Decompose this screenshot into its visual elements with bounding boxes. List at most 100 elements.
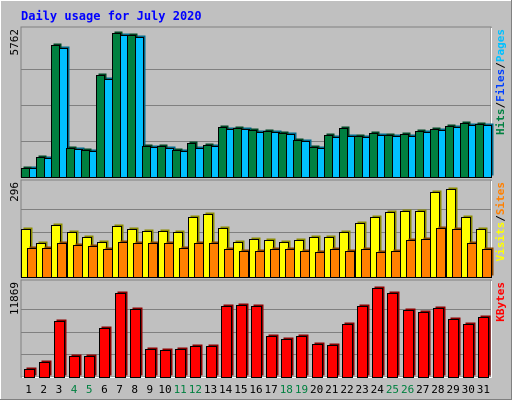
bar-kbytes-25 [387, 293, 398, 378]
bar-sites-4 [73, 245, 83, 278]
bar-hits-29 [445, 126, 454, 178]
bar-hits-22 [339, 128, 348, 178]
y-max-label: 5762 [8, 29, 21, 56]
legend-sites: Sites [494, 182, 507, 215]
bar-kbytes-19 [296, 336, 307, 378]
bar-hits-30 [460, 123, 469, 178]
bar-sites-24 [376, 252, 386, 278]
bar-hits-31 [475, 124, 484, 178]
bar-hits-16 [248, 130, 257, 178]
bar-kbytes-26 [403, 310, 414, 378]
bar-sites-16 [255, 251, 265, 278]
x-tick-label: 28 [431, 383, 444, 396]
bar-visits-24 [370, 217, 380, 278]
x-axis: 1 2 3 4 5 6 7 8 9 10 11 12 13 14 15 16 17 18 19 20 21 22 23 24 2… [25, 383, 490, 396]
panel-kbytes: 11869 KBytes [8, 279, 507, 378]
bar-kbytes-5 [84, 356, 95, 378]
x-tick-label: 18 [280, 383, 293, 396]
bar-sites-8 [133, 243, 143, 278]
chart-panels: 5762Hits/Files/Pages296Visits/Sites11869… [8, 26, 507, 396]
chart-title: Daily usage for July 2020 [21, 9, 202, 23]
x-tick-label: 7 [116, 383, 123, 396]
x-tick-label: 29 [446, 383, 459, 396]
bar-sites-12 [194, 243, 204, 278]
x-tick-label: 13 [204, 383, 217, 396]
x-tick-label: 10 [158, 383, 171, 396]
bar-hits-20 [309, 147, 318, 178]
bar-sites-19 [300, 251, 310, 278]
bar-pages-6 [104, 79, 113, 178]
bar-sites-23 [361, 249, 371, 278]
legend-separator: / [494, 102, 507, 109]
bar-sites-20 [315, 252, 325, 278]
x-tick-label: 22 [340, 383, 353, 396]
bar-hits-4 [66, 148, 75, 178]
bar-kbytes-2 [39, 362, 50, 378]
x-tick-label: 8 [131, 383, 138, 396]
bar-hits-14 [218, 127, 227, 178]
bar-hits-21 [324, 135, 333, 178]
bar-sites-10 [164, 243, 174, 278]
bar-hits-18 [278, 133, 287, 178]
bar-hits-7 [112, 33, 121, 178]
bar-hits-24 [369, 133, 378, 178]
x-tick-label: 17 [265, 383, 278, 396]
bar-kbytes-16 [251, 306, 262, 378]
bar-sites-21 [330, 249, 340, 278]
bar-kbytes-20 [312, 344, 323, 378]
bar-hits-9 [142, 146, 151, 178]
bar-hits-2 [36, 157, 45, 178]
bar-kbytes-27 [418, 312, 429, 378]
bar-sites-30 [467, 243, 477, 278]
bar-kbytes-21 [327, 345, 338, 378]
bar-kbytes-31 [478, 317, 489, 378]
bar-hits-12 [187, 143, 196, 178]
x-tick-label: 16 [249, 383, 262, 396]
bar-kbytes-7 [115, 293, 126, 378]
bar-sites-6 [103, 249, 113, 278]
bar-sites-9 [148, 243, 158, 278]
bar-pages-25 [392, 136, 401, 178]
bar-visits-25 [385, 212, 395, 278]
bar-kbytes-24 [372, 288, 383, 378]
bar-sites-22 [345, 251, 355, 278]
bar-sites-25 [391, 251, 401, 278]
bar-kbytes-23 [357, 306, 368, 378]
bar-hits-27 [415, 131, 424, 178]
bar-sites-26 [406, 240, 416, 278]
x-tick-label: 23 [356, 383, 369, 396]
legend-sites-visits: Visits/Sites [494, 182, 507, 262]
bar-sites-29 [452, 229, 462, 278]
bar-sites-5 [88, 246, 98, 278]
x-tick-label: 21 [325, 383, 338, 396]
x-tick-label: 3 [56, 383, 63, 396]
bar-sites-17 [270, 249, 280, 278]
bar-sites-28 [436, 228, 446, 278]
bar-kbytes-3 [54, 321, 65, 378]
y-max-label: 11869 [8, 282, 21, 315]
bar-hits-23 [354, 136, 363, 178]
bar-kbytes-29 [448, 319, 459, 378]
bar-hits-11 [172, 150, 181, 178]
bar-sites-31 [482, 249, 492, 278]
bar-sites-27 [421, 239, 431, 278]
bar-kbytes-17 [266, 336, 277, 378]
legend-hits: Hits [494, 109, 507, 136]
x-tick-label: 1 [25, 383, 32, 396]
y-max-label: 296 [8, 182, 21, 202]
x-tick-label: 14 [219, 383, 233, 396]
bar-sites-15 [239, 251, 249, 278]
legend-pages: Pages [494, 29, 507, 62]
bar-sites-18 [285, 249, 295, 278]
bar-hits-15 [233, 128, 242, 178]
bar-kbytes-18 [281, 339, 292, 378]
bar-kbytes-10 [160, 350, 171, 378]
bar-kbytes-30 [463, 324, 474, 378]
bar-hits-5 [81, 150, 90, 178]
x-tick-label: 25 [386, 383, 399, 396]
bar-kbytes-11 [175, 349, 186, 378]
bar-sites-3 [57, 243, 67, 278]
bar-pages-12 [195, 148, 204, 178]
